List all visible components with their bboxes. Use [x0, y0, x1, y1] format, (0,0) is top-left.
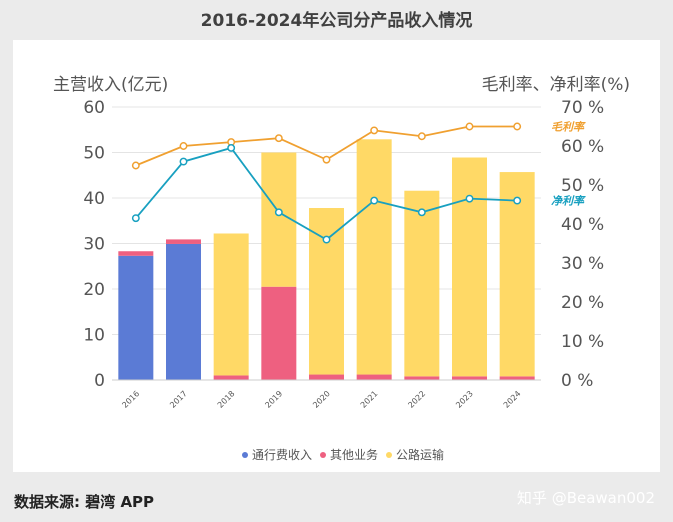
- point-净利率: [227, 144, 236, 152]
- bar-2020: [309, 374, 344, 380]
- bar-2018: [213, 375, 249, 380]
- bar-2016: [118, 255, 154, 380]
- y-axis-title: 主营收入(亿元): [53, 75, 168, 95]
- point-毛利率: [417, 132, 426, 141]
- bar-2024: [499, 172, 535, 377]
- bar-2023: [452, 376, 487, 380]
- point-毛利率: [179, 142, 188, 150]
- point-净利率: [179, 157, 188, 166]
- legend-label: 通行费收入: [252, 448, 312, 462]
- x-tick-label: 2020: [311, 389, 332, 410]
- legend-label: 其他业务: [330, 447, 378, 462]
- line-end-label: 毛利率: [551, 121, 586, 134]
- y-tick-label: 0: [94, 371, 105, 391]
- point-净利率: [465, 194, 474, 203]
- bar-2018: [213, 233, 249, 376]
- y2-tick-label: 50 %: [561, 176, 604, 196]
- x-tick-label: 2021: [359, 389, 380, 410]
- legend-label: 公路运输: [396, 447, 444, 462]
- point-毛利率: [513, 122, 522, 131]
- bar-2024: [499, 376, 535, 380]
- x-tick-label: 2019: [263, 389, 284, 410]
- y2-tick-label: 20 %: [561, 293, 604, 313]
- point-净利率: [370, 196, 379, 205]
- point-净利率: [274, 208, 283, 217]
- point-毛利率: [465, 122, 474, 131]
- page-title: 2016-2024年公司分产品收入情况: [200, 11, 473, 31]
- bar-2016: [118, 251, 154, 256]
- x-tick-label: 2018: [216, 389, 237, 410]
- x-tick-label: 2024: [502, 389, 523, 410]
- y2-tick-label: 70 %: [561, 98, 604, 118]
- y-tick-label: 50: [83, 144, 105, 164]
- point-毛利率: [274, 134, 283, 143]
- bar-2022: [404, 190, 440, 377]
- x-tick-label: 2017: [168, 389, 189, 410]
- legend-marker: [320, 452, 326, 458]
- x-tick-label: 2016: [120, 389, 141, 410]
- point-净利率: [513, 196, 522, 205]
- legend-marker: [242, 452, 248, 458]
- y-tick-label: 60: [83, 98, 105, 118]
- x-tick-label: 2023: [454, 389, 475, 410]
- point-净利率: [131, 214, 140, 223]
- bar-2017: [166, 239, 201, 244]
- chart-svg: 主营收入(亿元) 毛利率、净利率(%) 0 10 20 30 40 50 60 0 % 10 % 20…: [53, 75, 630, 462]
- bar-2022: [404, 376, 440, 380]
- x-tick-label: 2022: [406, 389, 427, 410]
- y2-tick-label: 0 %: [561, 371, 593, 391]
- zhihu-watermark: 知乎 @Beawan002: [516, 489, 655, 507]
- point-毛利率: [131, 161, 140, 170]
- y-tick-label: 20: [83, 280, 105, 300]
- point-毛利率: [322, 155, 331, 164]
- bar-2019: [261, 286, 297, 380]
- y-tick-label: 30: [83, 235, 105, 255]
- point-净利率: [322, 235, 331, 244]
- legend-marker: [386, 452, 392, 458]
- data-source: 数据来源: 碧湾 APP: [14, 493, 155, 511]
- y-tick-label: 40: [83, 189, 105, 209]
- bar-2021: [356, 139, 392, 375]
- y2-tick-label: 10 %: [561, 332, 604, 352]
- point-净利率: [417, 208, 426, 217]
- y2-tick-label: 30 %: [561, 254, 604, 274]
- point-毛利率: [370, 126, 379, 135]
- bar-2017: [166, 243, 201, 380]
- y2-axis-title: 毛利率、净利率(%): [482, 75, 630, 95]
- bar-2023: [452, 157, 487, 377]
- bar-2021: [356, 374, 392, 380]
- y-tick-label: 10: [83, 326, 105, 346]
- y2-tick-label: 40 %: [561, 215, 604, 235]
- y2-tick-label: 60 %: [561, 137, 604, 157]
- line-end-label: 净利率: [551, 195, 586, 208]
- chart-panel: 主营收入(亿元) 毛利率、净利率(%) 0 10 20 30 40 50 60 0 % 10 % 20…: [13, 40, 660, 472]
